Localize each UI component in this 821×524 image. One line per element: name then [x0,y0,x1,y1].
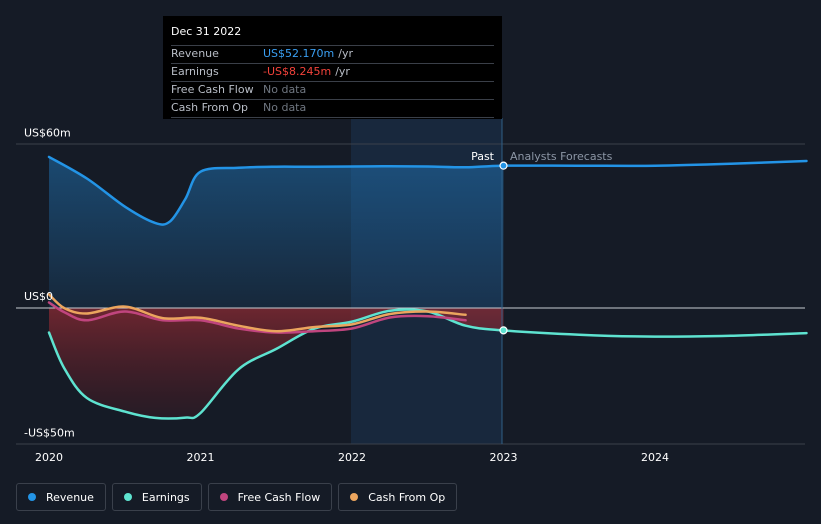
tooltip-label: Revenue [171,47,219,60]
tooltip-row-earnings: Earnings -US$8.245m/yr [171,64,494,82]
x-tick-label: 2024 [641,451,669,464]
y-tick-label: US$0 [24,290,53,303]
tooltip-value: US$52.170m/yr [263,47,353,60]
x-tick-label: 2021 [187,451,215,464]
y-tick-label: US$60m [24,126,71,139]
revenue-area [49,156,504,308]
tooltip-value: No data [263,83,307,96]
x-tick-label: 2023 [490,451,518,464]
tooltip-label: Free Cash Flow [171,83,254,96]
free-cash-flow-line [47,301,467,334]
tooltip: Dec 31 2022 Revenue US$52.170m/yr Earnin… [163,16,502,119]
legend-label: Earnings [141,490,190,504]
earnings-marker [499,326,508,335]
tooltip-row-revenue: Revenue US$52.170m/yr [171,46,494,64]
forecast-label: Analysts Forecasts [510,150,613,163]
legend-dot-icon [350,493,359,501]
legend-item-revenue[interactable]: Revenue [16,483,106,511]
x-tick-label: 2020 [35,451,63,464]
legend-label: Free Cash Flow [237,490,321,504]
tooltip-date: Dec 31 2022 [171,24,494,46]
revenue-marker [499,161,508,170]
tooltip-label: Cash From Op [171,101,249,114]
legend-label: Cash From Op [368,490,446,504]
tooltip-value: -US$8.245m/yr [263,65,350,78]
revenue-line [47,155,808,226]
tooltip-row-cfo: Cash From Op No data [171,100,494,118]
tooltip-row-fcf: Free Cash Flow No data [171,82,494,100]
cash-from-op-line [47,293,467,333]
legend-dot-icon [28,493,36,501]
y-tick-label: -US$50m [24,426,75,439]
x-tick-label: 2022 [338,451,366,464]
tooltip-label: Earnings [171,65,219,78]
legend-item-free-cash-flow[interactable]: Free Cash Flow [207,483,333,511]
earnings-area [49,308,504,419]
past-label: Past [471,150,495,163]
legend-item-earnings[interactable]: Earnings [111,483,202,511]
legend-dot-icon [219,493,228,501]
legend-label: Revenue [46,490,94,504]
tooltip-value: No data [263,101,307,114]
legend-item-cash-from-op[interactable]: Cash From Op [338,483,458,511]
legend: Revenue Earnings Free Cash Flow Cash Fro… [16,483,458,511]
legend-dot-icon [123,493,132,501]
